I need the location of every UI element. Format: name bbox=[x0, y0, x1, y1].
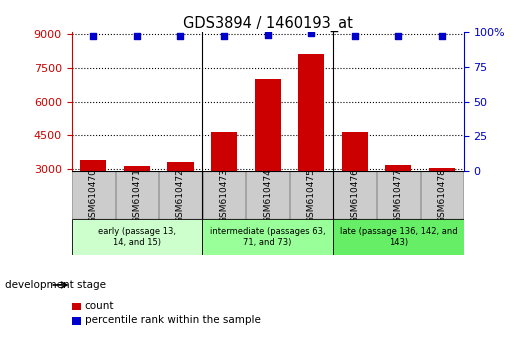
Text: GSM610475: GSM610475 bbox=[307, 168, 316, 223]
Bar bbox=[377, 171, 420, 219]
Text: count: count bbox=[85, 301, 114, 311]
Bar bbox=[421, 171, 463, 219]
Bar bbox=[72, 171, 114, 219]
Point bbox=[132, 33, 141, 39]
Title: GDS3894 / 1460193_at: GDS3894 / 1460193_at bbox=[183, 16, 352, 32]
Text: GSM610472: GSM610472 bbox=[176, 168, 185, 223]
Bar bbox=[211, 132, 237, 236]
Bar bbox=[333, 219, 464, 255]
Text: development stage: development stage bbox=[5, 280, 107, 290]
Point bbox=[394, 33, 403, 39]
Text: GSM610477: GSM610477 bbox=[394, 168, 403, 223]
Text: GSM610470: GSM610470 bbox=[89, 168, 98, 223]
Bar bbox=[167, 162, 193, 236]
Bar bbox=[429, 168, 455, 236]
Bar bbox=[116, 171, 158, 219]
Bar bbox=[246, 171, 289, 219]
Point bbox=[438, 33, 446, 39]
Text: intermediate (passages 63,
71, and 73): intermediate (passages 63, 71, and 73) bbox=[210, 227, 325, 247]
Bar bbox=[298, 55, 324, 236]
Bar bbox=[342, 132, 368, 236]
Text: GSM610474: GSM610474 bbox=[263, 168, 272, 223]
Text: percentile rank within the sample: percentile rank within the sample bbox=[85, 315, 261, 325]
Bar bbox=[254, 79, 281, 236]
Point bbox=[89, 33, 98, 39]
Point bbox=[263, 32, 272, 38]
Bar bbox=[72, 219, 202, 255]
Point bbox=[307, 30, 315, 36]
Bar bbox=[385, 165, 411, 236]
Bar bbox=[159, 171, 202, 219]
Bar bbox=[80, 160, 107, 236]
Bar bbox=[290, 171, 333, 219]
Text: GSM610471: GSM610471 bbox=[132, 168, 142, 223]
Bar bbox=[124, 166, 150, 236]
Text: GSM610476: GSM610476 bbox=[350, 168, 359, 223]
Text: late (passage 136, 142, and
143): late (passage 136, 142, and 143) bbox=[340, 227, 457, 247]
Text: GSM610473: GSM610473 bbox=[219, 168, 228, 223]
Bar bbox=[202, 219, 333, 255]
Point bbox=[176, 33, 185, 39]
Point bbox=[220, 33, 228, 39]
Point bbox=[350, 33, 359, 39]
Bar bbox=[202, 171, 245, 219]
Text: GSM610478: GSM610478 bbox=[437, 168, 446, 223]
Text: early (passage 13,
14, and 15): early (passage 13, 14, and 15) bbox=[98, 227, 176, 247]
Bar bbox=[333, 171, 376, 219]
